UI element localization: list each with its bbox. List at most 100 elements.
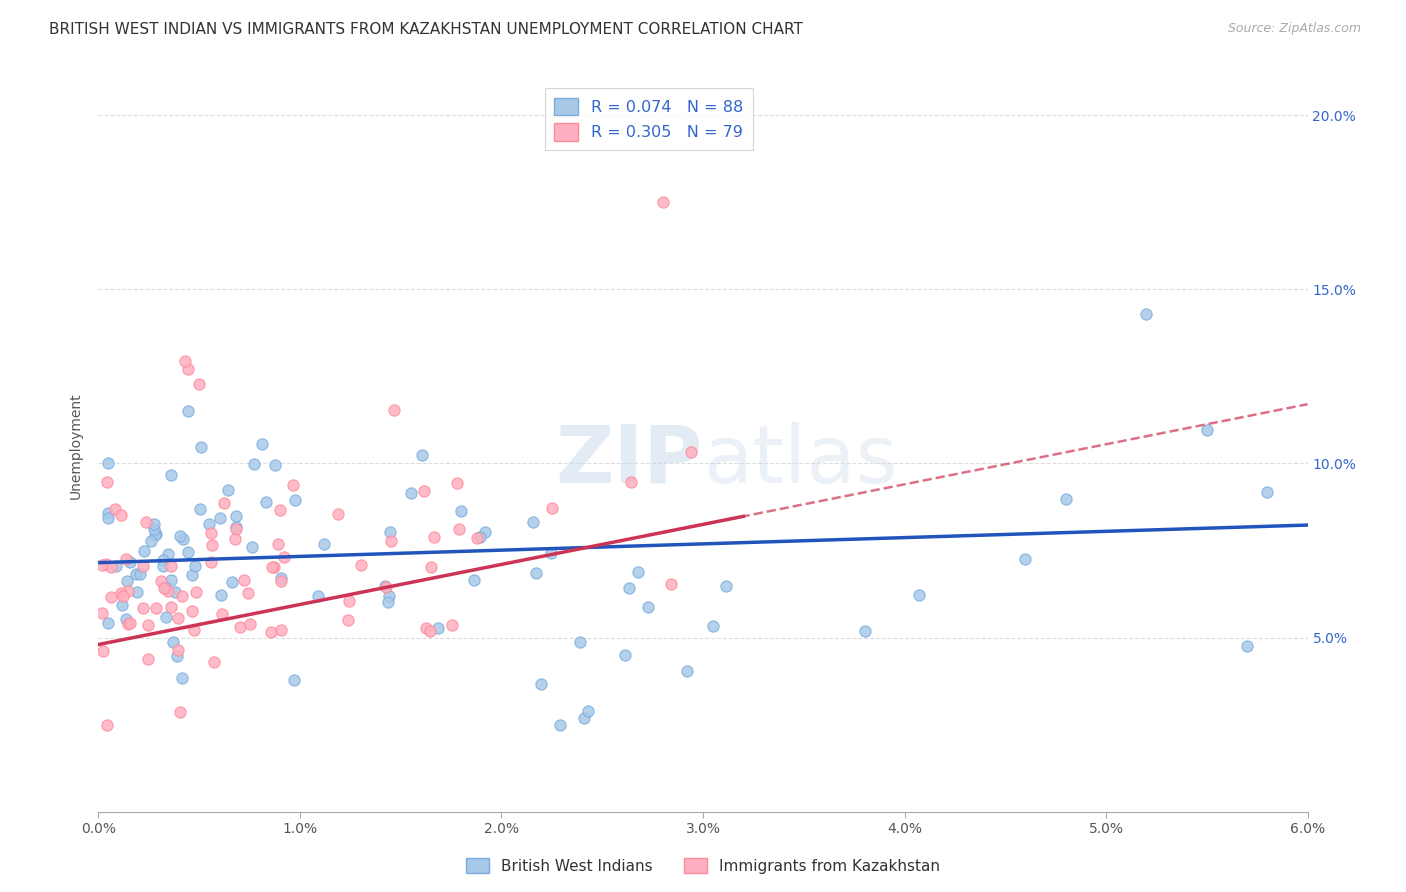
Point: [142, 522, 165, 536]
Point: [225, 520, 247, 534]
Point: [617, 581, 640, 595]
Point: [540, 500, 562, 515]
Point: [177, 362, 200, 376]
Point: [224, 532, 246, 546]
Point: [177, 545, 200, 559]
Point: [115, 552, 138, 566]
Point: [117, 617, 139, 632]
Point: [530, 677, 553, 691]
Point: [111, 598, 134, 612]
Point: [679, 445, 702, 459]
Point: [468, 530, 491, 544]
Point: [263, 560, 285, 574]
Point: [97, 456, 120, 470]
Point: [97, 616, 120, 631]
Y-axis label: Unemployment: Unemployment: [69, 392, 83, 500]
Point: [110, 508, 132, 522]
Point: [96, 717, 118, 731]
Point: [225, 509, 247, 524]
Point: [283, 673, 305, 687]
Point: [399, 486, 422, 500]
Point: [155, 610, 177, 624]
Point: [91, 558, 114, 572]
Point: [125, 567, 148, 582]
Point: [145, 526, 167, 541]
Point: [574, 711, 596, 725]
Point: [132, 544, 155, 558]
Point: [474, 524, 496, 539]
Point: [111, 589, 134, 603]
Point: [270, 571, 292, 585]
Point: [336, 614, 359, 628]
Point: [200, 555, 222, 569]
Point: [91, 606, 114, 620]
Text: Source: ZipAtlas.com: Source: ZipAtlas.com: [1227, 22, 1361, 36]
Point: [188, 501, 211, 516]
Point: [238, 586, 260, 600]
Point: [260, 625, 283, 640]
Point: [160, 573, 183, 587]
Point: [312, 537, 335, 551]
Point: [613, 648, 636, 662]
Point: [714, 578, 737, 592]
Point: [243, 458, 266, 472]
Point: [267, 537, 290, 551]
Point: [548, 717, 571, 731]
Point: [160, 600, 183, 615]
Point: [139, 534, 162, 549]
Point: [127, 584, 149, 599]
Point: [183, 623, 205, 637]
Point: [153, 582, 176, 596]
Point: [415, 621, 437, 635]
Point: [221, 575, 243, 590]
Point: [209, 588, 232, 602]
Point: [420, 560, 443, 574]
Point: [427, 621, 450, 635]
Point: [337, 593, 360, 607]
Point: [637, 600, 659, 615]
Point: [97, 510, 120, 524]
Point: [260, 560, 283, 574]
Point: [380, 534, 402, 549]
Point: [1014, 552, 1036, 566]
Point: [150, 574, 173, 588]
Point: [162, 635, 184, 649]
Point: [132, 601, 155, 615]
Point: [131, 559, 153, 574]
Point: [138, 617, 160, 632]
Point: [200, 525, 222, 540]
Point: [209, 511, 232, 525]
Point: [187, 377, 209, 392]
Point: [184, 584, 207, 599]
Point: [441, 618, 464, 632]
Point: [97, 506, 120, 520]
Point: [908, 588, 931, 602]
Point: [446, 476, 468, 491]
Legend: R = 0.074   N = 88, R = 0.305   N = 79: R = 0.074 N = 88, R = 0.305 N = 79: [544, 88, 752, 150]
Point: [576, 704, 599, 718]
Point: [1135, 307, 1157, 321]
Point: [229, 620, 252, 634]
Point: [115, 612, 138, 626]
Point: [152, 552, 174, 566]
Point: [350, 558, 373, 573]
Point: [254, 495, 277, 509]
Point: [307, 589, 329, 603]
Point: [183, 558, 205, 573]
Point: [250, 436, 273, 450]
Point: [524, 566, 547, 580]
Point: [374, 579, 396, 593]
Point: [465, 531, 488, 545]
Point: [569, 635, 592, 649]
Point: [627, 565, 650, 579]
Point: [378, 589, 401, 603]
Point: [378, 525, 401, 540]
Point: [449, 522, 471, 536]
Point: [202, 655, 225, 669]
Point: [160, 468, 183, 483]
Point: [135, 516, 157, 530]
Point: [217, 483, 239, 497]
Point: [413, 483, 436, 498]
Point: [522, 515, 544, 529]
Point: [143, 516, 166, 531]
